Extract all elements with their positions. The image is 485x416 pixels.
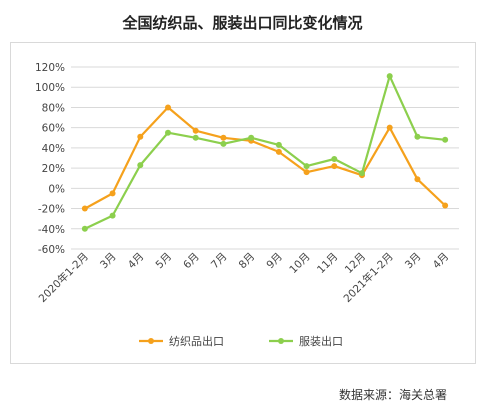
- data-point: [414, 176, 421, 183]
- y-tick-label: 0%: [48, 183, 65, 195]
- x-tick-label: 8月: [237, 251, 258, 272]
- x-tick-label: 10月: [287, 251, 312, 276]
- x-tick-label: 9月: [264, 251, 285, 272]
- data-point: [414, 133, 421, 140]
- legend-marker: [148, 338, 154, 344]
- data-point: [109, 212, 116, 219]
- data-point: [165, 129, 171, 136]
- data-point: [442, 202, 449, 209]
- data-point: [359, 170, 365, 177]
- x-tick-label: 5月: [153, 251, 174, 272]
- y-tick-label: -40%: [38, 224, 65, 236]
- data-point: [442, 136, 449, 143]
- y-tick-label: 40%: [42, 143, 65, 155]
- x-tick-label: 3月: [98, 251, 119, 272]
- source-note: 数据来源：海关总署: [338, 388, 447, 402]
- x-tick-label: 11月: [315, 251, 340, 276]
- y-tick-label: -20%: [38, 204, 65, 216]
- data-point: [220, 140, 227, 147]
- x-tick-label: 4月: [431, 251, 452, 272]
- data-point: [386, 124, 393, 131]
- y-tick-label: -60%: [38, 244, 65, 256]
- x-tick-label: 3月: [403, 251, 424, 272]
- x-tick-label: 4月: [126, 251, 147, 272]
- chart-frame: -60% -40% -20% 0% 20% 40% 60% 80% 100% 120% 2020年1…: [10, 42, 476, 364]
- x-tick-label: 6月: [181, 251, 202, 272]
- data-point: [248, 134, 255, 141]
- data-point: [220, 134, 227, 141]
- data-point: [275, 141, 282, 148]
- y-tick-label: 120%: [35, 62, 65, 74]
- y-tick-label: 60%: [42, 123, 65, 135]
- series-line-0: [84, 106, 446, 210]
- data-point: [81, 205, 88, 212]
- legend-marker: [278, 338, 284, 344]
- data-point: [331, 163, 338, 170]
- x-tick-label: 2020年1-2月: [36, 250, 91, 305]
- y-tick-label: 100%: [35, 82, 65, 94]
- data-point: [386, 73, 393, 80]
- data-point: [109, 190, 116, 197]
- data-point: [165, 104, 171, 111]
- data-point: [81, 225, 88, 232]
- chart-title: 全国纺织品、服装出口同比变化情况: [122, 14, 363, 32]
- data-point: [303, 163, 310, 170]
- x-tick-label: 2021年1-2月: [341, 250, 396, 305]
- data-point: [331, 156, 338, 163]
- y-tick-label: 20%: [42, 163, 65, 175]
- data-point: [303, 169, 310, 176]
- x-tick-label: 12月: [343, 251, 368, 276]
- series-line-1: [84, 74, 446, 230]
- y-tick-label: 80%: [42, 102, 65, 114]
- data-point: [192, 134, 199, 141]
- legend-label: 服装出口: [299, 334, 343, 348]
- data-point: [137, 162, 144, 169]
- line-chart: -60% -40% -20% 0% 20% 40% 60% 80% 100% 120% 2020年1…: [35, 62, 459, 348]
- legend-label: 纺织品出口: [169, 334, 224, 348]
- x-tick-label: 7月: [209, 251, 230, 272]
- data-point: [275, 148, 282, 155]
- data-point: [192, 127, 199, 134]
- data-point: [137, 133, 144, 140]
